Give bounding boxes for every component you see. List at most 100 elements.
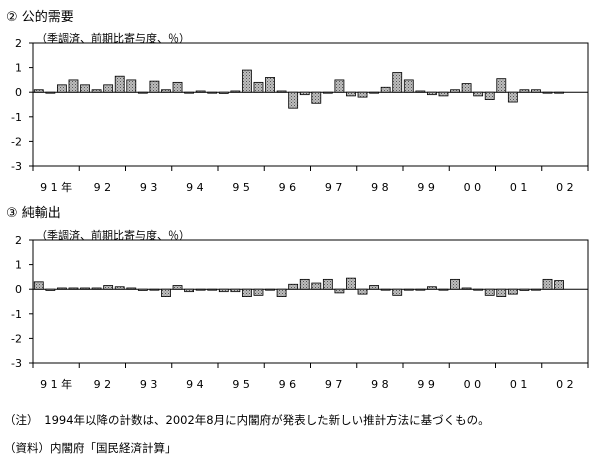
bar-93Q2 (137, 288, 148, 291)
x-year-label: 9 9 (417, 181, 435, 194)
y-tick-label: 2 (15, 234, 22, 247)
bar-97Q4 (346, 91, 356, 97)
chart-title-public-demand: ② 公的需要 (6, 10, 74, 25)
bar-98Q3 (380, 288, 391, 291)
bar-98Q4 (392, 288, 403, 296)
bar-91Q4 (68, 287, 79, 290)
bar-92Q2 (91, 287, 102, 290)
bar-02Q1 (542, 278, 553, 290)
bar-99Q4 (438, 288, 449, 291)
bar-97Q1 (311, 91, 322, 104)
bar-01Q1 (496, 288, 507, 297)
y-tick-label: 1 (15, 62, 22, 75)
bar-99Q3 (426, 91, 437, 96)
bar-92Q1 (80, 84, 90, 93)
bar-91Q3 (56, 84, 67, 93)
bar-99Q2 (415, 90, 426, 93)
bar-97Q1 (311, 282, 322, 290)
bar-96Q4 (299, 91, 310, 96)
bar-00Q2 (461, 287, 472, 290)
y-tick-label: -2 (11, 135, 22, 148)
bar-92Q4 (114, 286, 125, 290)
x-year-label: 9 8 (371, 181, 389, 194)
bar-97Q3 (334, 288, 345, 294)
bar-93Q4 (161, 89, 171, 93)
bar-01Q3 (519, 288, 530, 291)
x-year-label: 9 3 (140, 181, 158, 194)
bar-91Q1 (33, 89, 44, 93)
bar-00Q1 (450, 89, 460, 93)
x-year-label: 0 2 (556, 181, 574, 194)
bar-00Q3 (473, 91, 484, 97)
x-year-label: 0 0 (464, 378, 482, 391)
x-year-label: 9 4 (186, 378, 204, 391)
bar-95Q1 (218, 288, 229, 293)
x-year-label: 9 3 (140, 378, 158, 391)
bar-97Q2 (322, 278, 333, 290)
bar-99Q4 (438, 91, 449, 97)
x-year-label: 9 5 (232, 378, 250, 391)
bar-96Q4 (299, 278, 310, 290)
x-year-label: 9 6 (279, 378, 297, 391)
y-tick-label: 0 (15, 283, 22, 296)
bar-94Q3 (195, 90, 206, 93)
bar-01Q4 (531, 89, 541, 93)
bar-96Q1 (265, 288, 275, 291)
x-year-label: 9 7 (325, 181, 343, 194)
x-year-label: 9 2 (94, 378, 112, 391)
chart-title-net-exports: ③ 純輸出 (6, 206, 61, 221)
x-year-label: 0 0 (464, 181, 482, 194)
plot-frame (32, 239, 589, 364)
bar-99Q1 (403, 288, 414, 291)
bar-91Q2 (45, 288, 56, 291)
chart-subtitle-net-exports: （季調済、前期比寄与度、％） (36, 229, 190, 242)
bar-95Q3 (241, 69, 252, 93)
bar-94Q1 (172, 285, 183, 290)
bar-01Q3 (519, 89, 530, 93)
x-year-label: 9 1 年 (40, 377, 72, 391)
y-tick-label: -3 (11, 160, 22, 173)
y-tick-label: -1 (11, 111, 22, 124)
bar-94Q2 (184, 288, 195, 293)
bar-00Q1 (450, 278, 460, 290)
bar-94Q4 (207, 288, 218, 291)
public-demand-bar-chart: 2 1 0 -1 -2 -3 9 1 年 9 2 9 3 9 4 9 5 9 6 9 7 9 8 9 9 0 … (11, 37, 589, 194)
bar-92Q1 (80, 287, 90, 290)
x-year-label: 0 1 (510, 181, 528, 194)
bar-02Q2 (554, 280, 565, 290)
y-tick-label: -1 (11, 308, 22, 321)
bar-96Q3 (288, 283, 299, 290)
y-tick-label: 1 (15, 259, 22, 272)
bar-93Q1 (126, 79, 137, 93)
bar-91Q4 (68, 79, 79, 93)
bar-99Q1 (403, 79, 414, 93)
bar-00Q4 (484, 91, 495, 100)
bar-01Q4 (531, 288, 541, 291)
bar-00Q4 (484, 288, 495, 296)
bar-97Q3 (334, 79, 345, 93)
bar-94Q1 (172, 81, 183, 93)
bar-91Q2 (45, 91, 56, 94)
bar-99Q3 (426, 286, 437, 290)
bar-98Q2 (369, 285, 380, 290)
bar-93Q1 (126, 287, 137, 290)
bar-98Q3 (380, 86, 391, 93)
bar-94Q4 (207, 91, 218, 94)
x-year-label: 0 2 (556, 378, 574, 391)
bar-95Q2 (230, 288, 241, 293)
bar-93Q3 (149, 80, 160, 93)
x-year-label: 9 1 年 (40, 180, 72, 194)
bar-95Q2 (230, 90, 241, 93)
bar-02Q2 (554, 91, 565, 94)
bar-94Q2 (184, 91, 195, 94)
bar-00Q3 (473, 288, 484, 291)
bar-96Q2 (276, 288, 287, 297)
bar-98Q1 (357, 288, 368, 295)
bar-95Q4 (253, 288, 264, 296)
bar-94Q3 (195, 288, 206, 291)
y-tick-label: 0 (15, 86, 22, 99)
x-year-label: 9 7 (325, 378, 343, 391)
bar-95Q4 (253, 81, 264, 93)
bar-96Q3 (288, 91, 299, 109)
bar-96Q1 (265, 77, 275, 93)
